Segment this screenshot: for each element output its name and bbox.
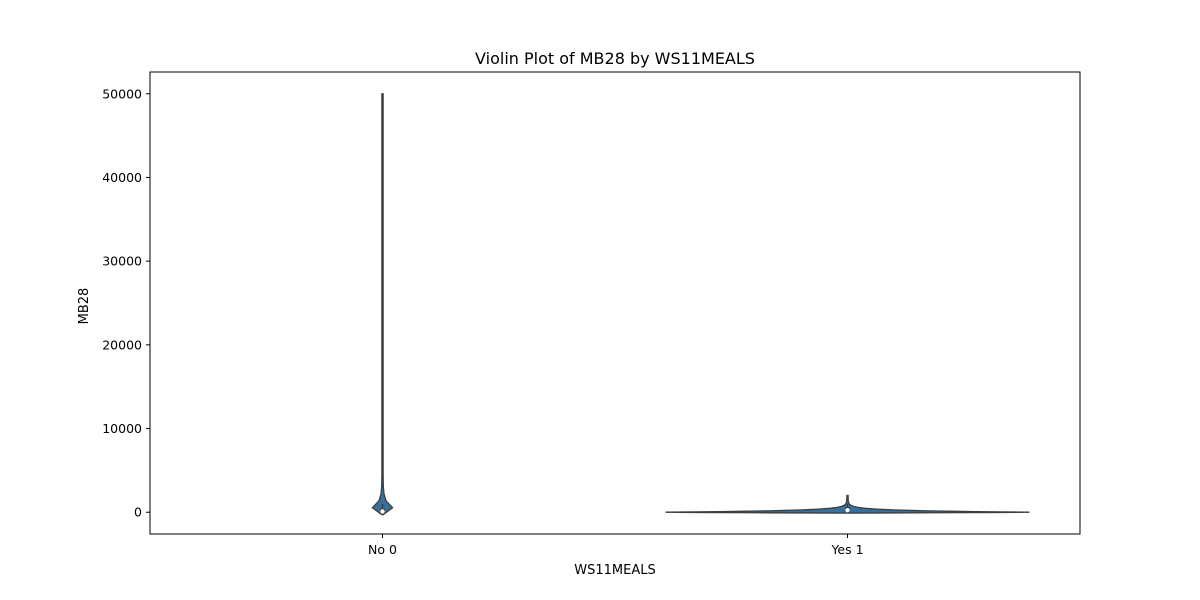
y-tick-label: 10000 [102, 421, 142, 436]
y-axis-label: MB28 [77, 288, 92, 325]
y-axis: 0 10000 20000 30000 40000 50000 [102, 86, 150, 520]
violin-median [845, 507, 850, 513]
chart-title: Violin Plot of MB28 by WS11MEALS [475, 49, 755, 68]
y-tick-label: 20000 [102, 337, 142, 352]
x-axis: No 0 Yes 1 [368, 534, 864, 557]
x-tick-label: No 0 [368, 542, 397, 557]
y-tick-label: 40000 [102, 170, 142, 185]
violin-median [380, 509, 385, 514]
violin-body [371, 93, 394, 516]
y-tick-label: 0 [134, 505, 142, 520]
plot-frame [149, 71, 1081, 535]
x-tick-label: Yes 1 [830, 542, 863, 557]
x-axis-label: WS11MEALS [574, 563, 655, 578]
violins-layer [371, 93, 1030, 516]
y-tick-label: 30000 [102, 254, 142, 269]
y-tick-label: 50000 [102, 86, 142, 101]
